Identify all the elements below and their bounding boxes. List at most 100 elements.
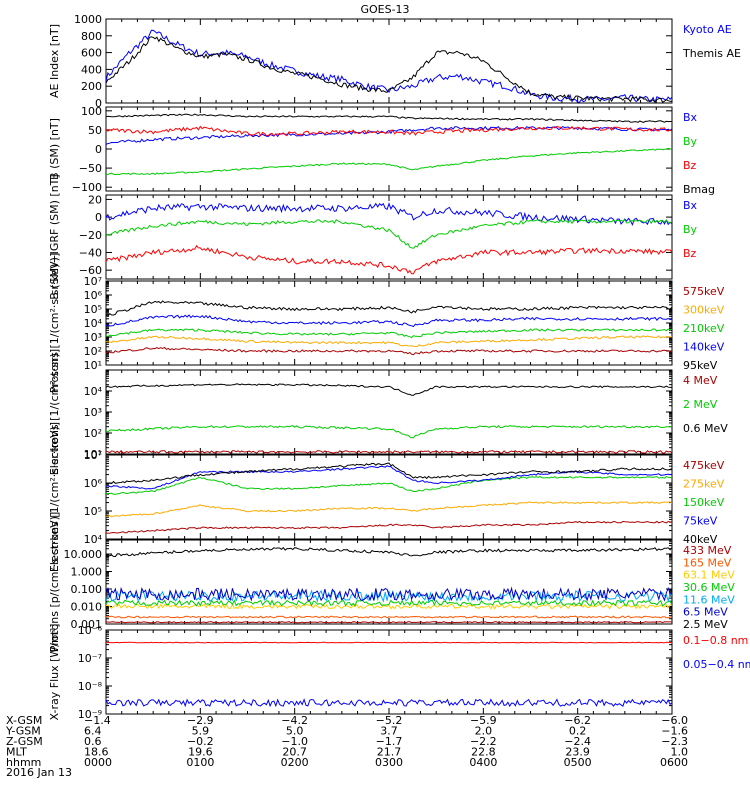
- y-tick-label: 10⁴: [84, 317, 103, 330]
- y-tick-label: 10⁶: [84, 289, 103, 302]
- legend-bz: Bz: [683, 247, 697, 260]
- x-row-value: −2.3: [661, 735, 688, 748]
- x-row-value: 19.6: [188, 746, 213, 759]
- x-row-value: 3.7: [380, 725, 398, 738]
- x-row-value: −4.2: [281, 714, 308, 727]
- series-line-0-1-0-8-nm: [106, 641, 672, 644]
- panel-bigrf: −60 −40 −20 0 20 B (SM)−IGRF (SM) [nT] Bx By Bz: [48, 174, 698, 299]
- y-tick-label: 10⁶: [84, 477, 103, 490]
- y-tick-label: 100: [81, 105, 102, 118]
- x-axis-table: X-GSM −1.4 −2.9 −4.2 −5.2 −5.9 −6.2 −6.0 Y-GSM 6.…: [5, 714, 688, 769]
- series-line-themis-ae: [106, 36, 672, 103]
- legend-bx: Bx: [683, 111, 698, 124]
- y-tick-label: 10⁴: [84, 533, 103, 546]
- x-row-value: 23.9: [565, 746, 590, 759]
- legend-bmag: Bmag: [683, 183, 715, 196]
- x-row-value: 0600: [660, 756, 688, 769]
- y-tick-label: −50: [79, 162, 102, 175]
- x-row-value: −2.4: [564, 735, 591, 748]
- series-line-by: [106, 147, 672, 176]
- x-row-value: 0100: [186, 756, 214, 769]
- panel-frame: [105, 280, 673, 366]
- y-axis-label: Protons [1/(cm²·s·sr·keV)]: [48, 253, 61, 393]
- x-row-label: Y-GSM: [5, 725, 41, 738]
- y-axis-label: Protons [p/(cm²·s·sr·keV)]: [48, 512, 61, 652]
- x-row-value: 21.7: [377, 746, 402, 759]
- panel-frame: [105, 106, 673, 192]
- legend-bz: Bz: [683, 159, 697, 172]
- legend-75kev: 75keV: [683, 515, 718, 528]
- y-tick-label: 10⁻⁶: [78, 624, 103, 637]
- panel-frame: [105, 369, 673, 455]
- y-tick-label: 10⁷: [84, 275, 102, 288]
- x-row-value: −6.0: [661, 714, 688, 727]
- series-line-4-mev: [106, 449, 672, 454]
- x-row-value: 0200: [281, 756, 309, 769]
- y-tick-label: 10⁻⁹: [78, 708, 102, 721]
- x-row-value: −5.9: [470, 714, 497, 727]
- legend-575kev: 575keV: [683, 285, 725, 298]
- y-tick-label: 50: [88, 124, 102, 137]
- series-line-75kev: [106, 465, 672, 490]
- series-line-140kev: [106, 314, 672, 328]
- x-row-value: 0.6: [84, 735, 102, 748]
- series-line-575kev: [106, 346, 672, 356]
- series-line-40kev: [106, 462, 672, 485]
- legend-300kev: 300keV: [683, 304, 725, 317]
- y-tick-label: 10²: [84, 345, 102, 358]
- series-line-bx: [106, 125, 672, 146]
- y-tick-label: −20: [79, 229, 102, 242]
- y-tick-label: 0.100: [71, 583, 103, 596]
- series-line-210kev: [106, 328, 672, 339]
- y-tick-label: −100: [72, 181, 102, 194]
- legend-210kev: 210keV: [683, 322, 725, 335]
- y-tick-label: 20: [88, 193, 102, 206]
- y-axis-label: AE Index [nT]: [48, 24, 61, 98]
- y-axis-label: Electrons [1/(cm²·s·sr·keV)]: [48, 422, 61, 572]
- y-tick-label: 10⁻⁸: [78, 680, 103, 693]
- x-row-value: 18.6: [84, 746, 109, 759]
- y-tick-label: 200: [81, 80, 102, 93]
- x-row-label: Z-GSM: [6, 735, 43, 748]
- y-tick-label: 10⁵: [84, 505, 102, 518]
- series-line-275kev: [106, 501, 672, 518]
- series-line-150kev: [106, 476, 672, 495]
- series-line-kyoto-ae: [106, 29, 672, 103]
- legend-140kev: 140keV: [683, 341, 725, 354]
- x-row-value: 0400: [469, 756, 497, 769]
- legend-2-mev: 2 MeV: [683, 398, 718, 411]
- legend-30-6-mev: 30.6 MeV: [683, 581, 735, 594]
- y-tick-label: −40: [79, 246, 102, 259]
- series-line-bmag: [106, 113, 672, 123]
- series-line-165-mev: [106, 615, 672, 619]
- y-tick-label: 10.000: [64, 548, 103, 561]
- legend-6-5-mev: 6.5 MeV: [683, 606, 728, 619]
- series-line-2-mev: [106, 424, 672, 439]
- series-line-433-mev: [106, 621, 672, 624]
- y-tick-label: 0.010: [71, 601, 103, 614]
- y-tick-label: 10⁻⁷: [78, 652, 102, 665]
- legend-275kev: 275keV: [683, 478, 725, 491]
- y-axis-label: X-ray Flux [W/m²]: [48, 624, 61, 721]
- series-line-bx: [106, 202, 672, 226]
- x-row-value: 2.0: [475, 725, 493, 738]
- panel-frame: [105, 454, 673, 540]
- y-tick-label: 400: [81, 63, 102, 76]
- y-tick-label: 10⁵: [84, 303, 102, 316]
- legend-by: By: [683, 135, 698, 148]
- series-line-11-6-mev: [106, 589, 672, 604]
- legend-4-mev: 4 MeV: [683, 374, 718, 387]
- x-row-value: 5.0: [286, 725, 304, 738]
- x-row-value: 1.0: [671, 746, 689, 759]
- x-row-value: 0500: [564, 756, 592, 769]
- x-row-label: MLT: [6, 746, 27, 759]
- x-row-value: −6.2: [564, 714, 591, 727]
- x-row-value: 5.9: [192, 725, 210, 738]
- x-row-value: −2.2: [470, 735, 497, 748]
- x-row-value: 0.2: [569, 725, 587, 738]
- x-row-value: 20.7: [282, 746, 307, 759]
- y-tick-label: 0: [95, 97, 102, 110]
- panel-bsm: −100 −50 0 50 100 B (SM) [nT] Bx By Bz Bmag: [48, 105, 715, 196]
